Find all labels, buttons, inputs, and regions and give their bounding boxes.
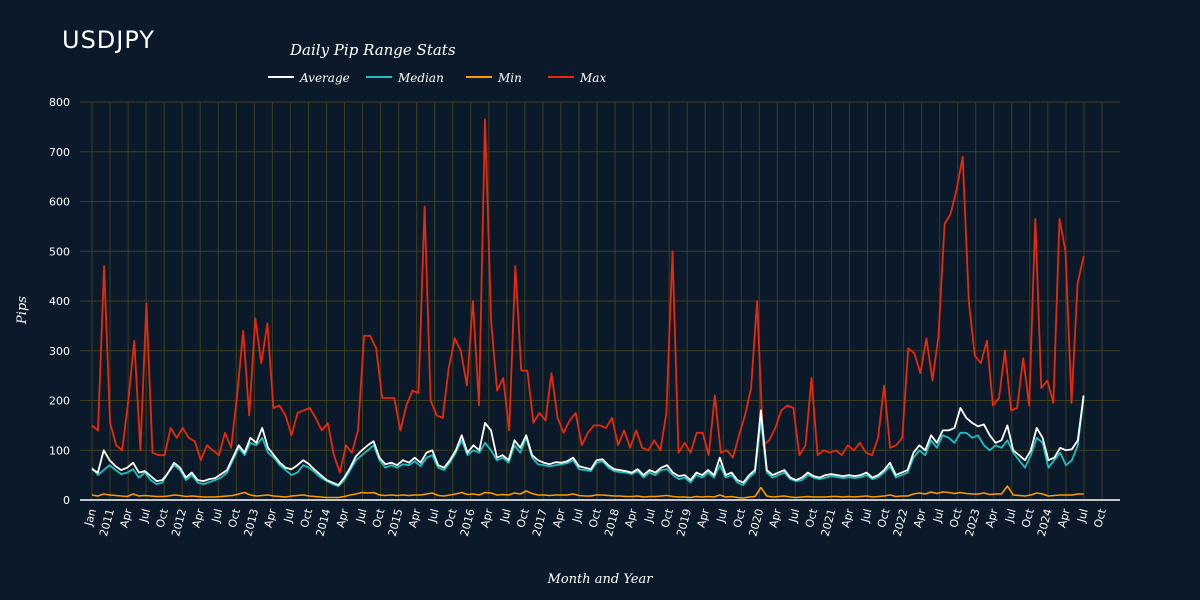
x-tick-label: Apr xyxy=(262,507,280,529)
series-line-min xyxy=(91,485,1084,499)
x-tick-label: Jul xyxy=(353,507,369,524)
x-tick-label: 2015 xyxy=(386,507,406,537)
x-tick-label: 2024 xyxy=(1035,507,1055,537)
x-tick-label: Apr xyxy=(190,507,208,529)
x-tick-label: Apr xyxy=(550,507,568,529)
legend-label: Max xyxy=(579,71,606,85)
y-tick-label: 600 xyxy=(49,196,70,209)
x-tick-label: Oct xyxy=(514,507,532,529)
y-tick-label: 500 xyxy=(49,245,70,258)
x-tick-label: Jul xyxy=(1002,507,1018,524)
x-tick-label: Jul xyxy=(425,507,441,524)
x-tick-label: 2021 xyxy=(819,507,839,537)
x-tick-label: 2014 xyxy=(314,507,334,537)
x-tick-label: Oct xyxy=(1091,507,1109,529)
x-tick-label: Jul xyxy=(497,507,513,524)
x-tick-label: Jul xyxy=(137,507,153,524)
y-tick-label: 0 xyxy=(63,494,70,507)
y-tick-label: 400 xyxy=(49,295,70,308)
x-tick-label: Oct xyxy=(154,507,172,529)
x-tick-label: 2022 xyxy=(891,507,911,537)
x-axis-title: Month and Year xyxy=(547,572,654,587)
series-line-max xyxy=(91,118,1085,474)
x-tick-label: Oct xyxy=(226,507,244,529)
y-tick-label: 300 xyxy=(49,345,70,358)
x-tick-label: Jul xyxy=(1075,507,1091,524)
legend-label: Average xyxy=(299,71,350,85)
grid-layer xyxy=(80,101,1120,501)
x-tick-label: Oct xyxy=(731,507,749,529)
chart-title: Daily Pip Range Stats xyxy=(289,41,456,59)
series-layer xyxy=(91,118,1085,499)
x-tick-label: 2016 xyxy=(458,507,478,537)
x-tick-label: Oct xyxy=(442,507,460,529)
x-tick-label: 2011 xyxy=(97,507,117,537)
x-tick-label: Apr xyxy=(478,507,496,529)
x-tick-label: Apr xyxy=(622,507,640,529)
x-tick-label: Apr xyxy=(767,507,785,529)
series-line-median xyxy=(91,397,1085,488)
page-title: USDJPY xyxy=(62,26,155,54)
x-tick-label: Apr xyxy=(1055,507,1073,529)
x-tick-label: Oct xyxy=(586,507,604,529)
legend: Average Median Min Max xyxy=(268,71,606,85)
x-tick-label: Oct xyxy=(659,507,677,529)
x-tick-label: 2020 xyxy=(746,507,766,537)
x-tick-label: Oct xyxy=(947,507,965,529)
legend-label: Median xyxy=(397,71,444,85)
x-tick-label: 2019 xyxy=(674,507,694,537)
x-tick-label: Jul xyxy=(858,507,874,524)
x-tick-label: Oct xyxy=(298,507,316,529)
y-tick-label: 100 xyxy=(49,444,70,457)
x-tick-label: 2018 xyxy=(602,507,622,537)
x-tick-label: Jul xyxy=(209,507,225,524)
x-tick-label: Jul xyxy=(281,507,297,524)
x-tick-label: Apr xyxy=(911,507,929,529)
x-tick-label: Oct xyxy=(875,507,893,529)
y-axis-title: Pips xyxy=(15,296,30,325)
x-tick-label: Jul xyxy=(570,507,586,524)
x-tick-label: Apr xyxy=(406,507,424,529)
x-tick-label: Oct xyxy=(1019,507,1037,529)
x-tick-label: Apr xyxy=(117,507,135,529)
x-tick-label: 2012 xyxy=(169,507,189,537)
x-tick-label: Jul xyxy=(786,507,802,524)
x-tick-label: Apr xyxy=(334,507,352,529)
y-tick-label: 800 xyxy=(49,96,70,109)
x-tick-label: 2023 xyxy=(963,507,983,537)
series-line-average xyxy=(91,395,1085,487)
x-tick-label: Jul xyxy=(930,507,946,524)
x-tick-label: Jul xyxy=(642,507,658,524)
y-tick-label: 700 xyxy=(49,146,70,159)
x-tick-label: Apr xyxy=(983,507,1001,529)
x-tick-label: Apr xyxy=(695,507,713,529)
x-tick-label: Apr xyxy=(839,507,857,529)
x-tick-label: Oct xyxy=(803,507,821,529)
y-tick-label: 200 xyxy=(49,395,70,408)
legend-label: Min xyxy=(497,71,522,85)
x-tick-label: Jul xyxy=(714,507,730,524)
x-tick-label: 2017 xyxy=(530,507,550,537)
x-tick-label: 2013 xyxy=(241,507,261,537)
x-tick-label: Jan xyxy=(82,507,99,528)
x-tick-label: Oct xyxy=(370,507,388,529)
